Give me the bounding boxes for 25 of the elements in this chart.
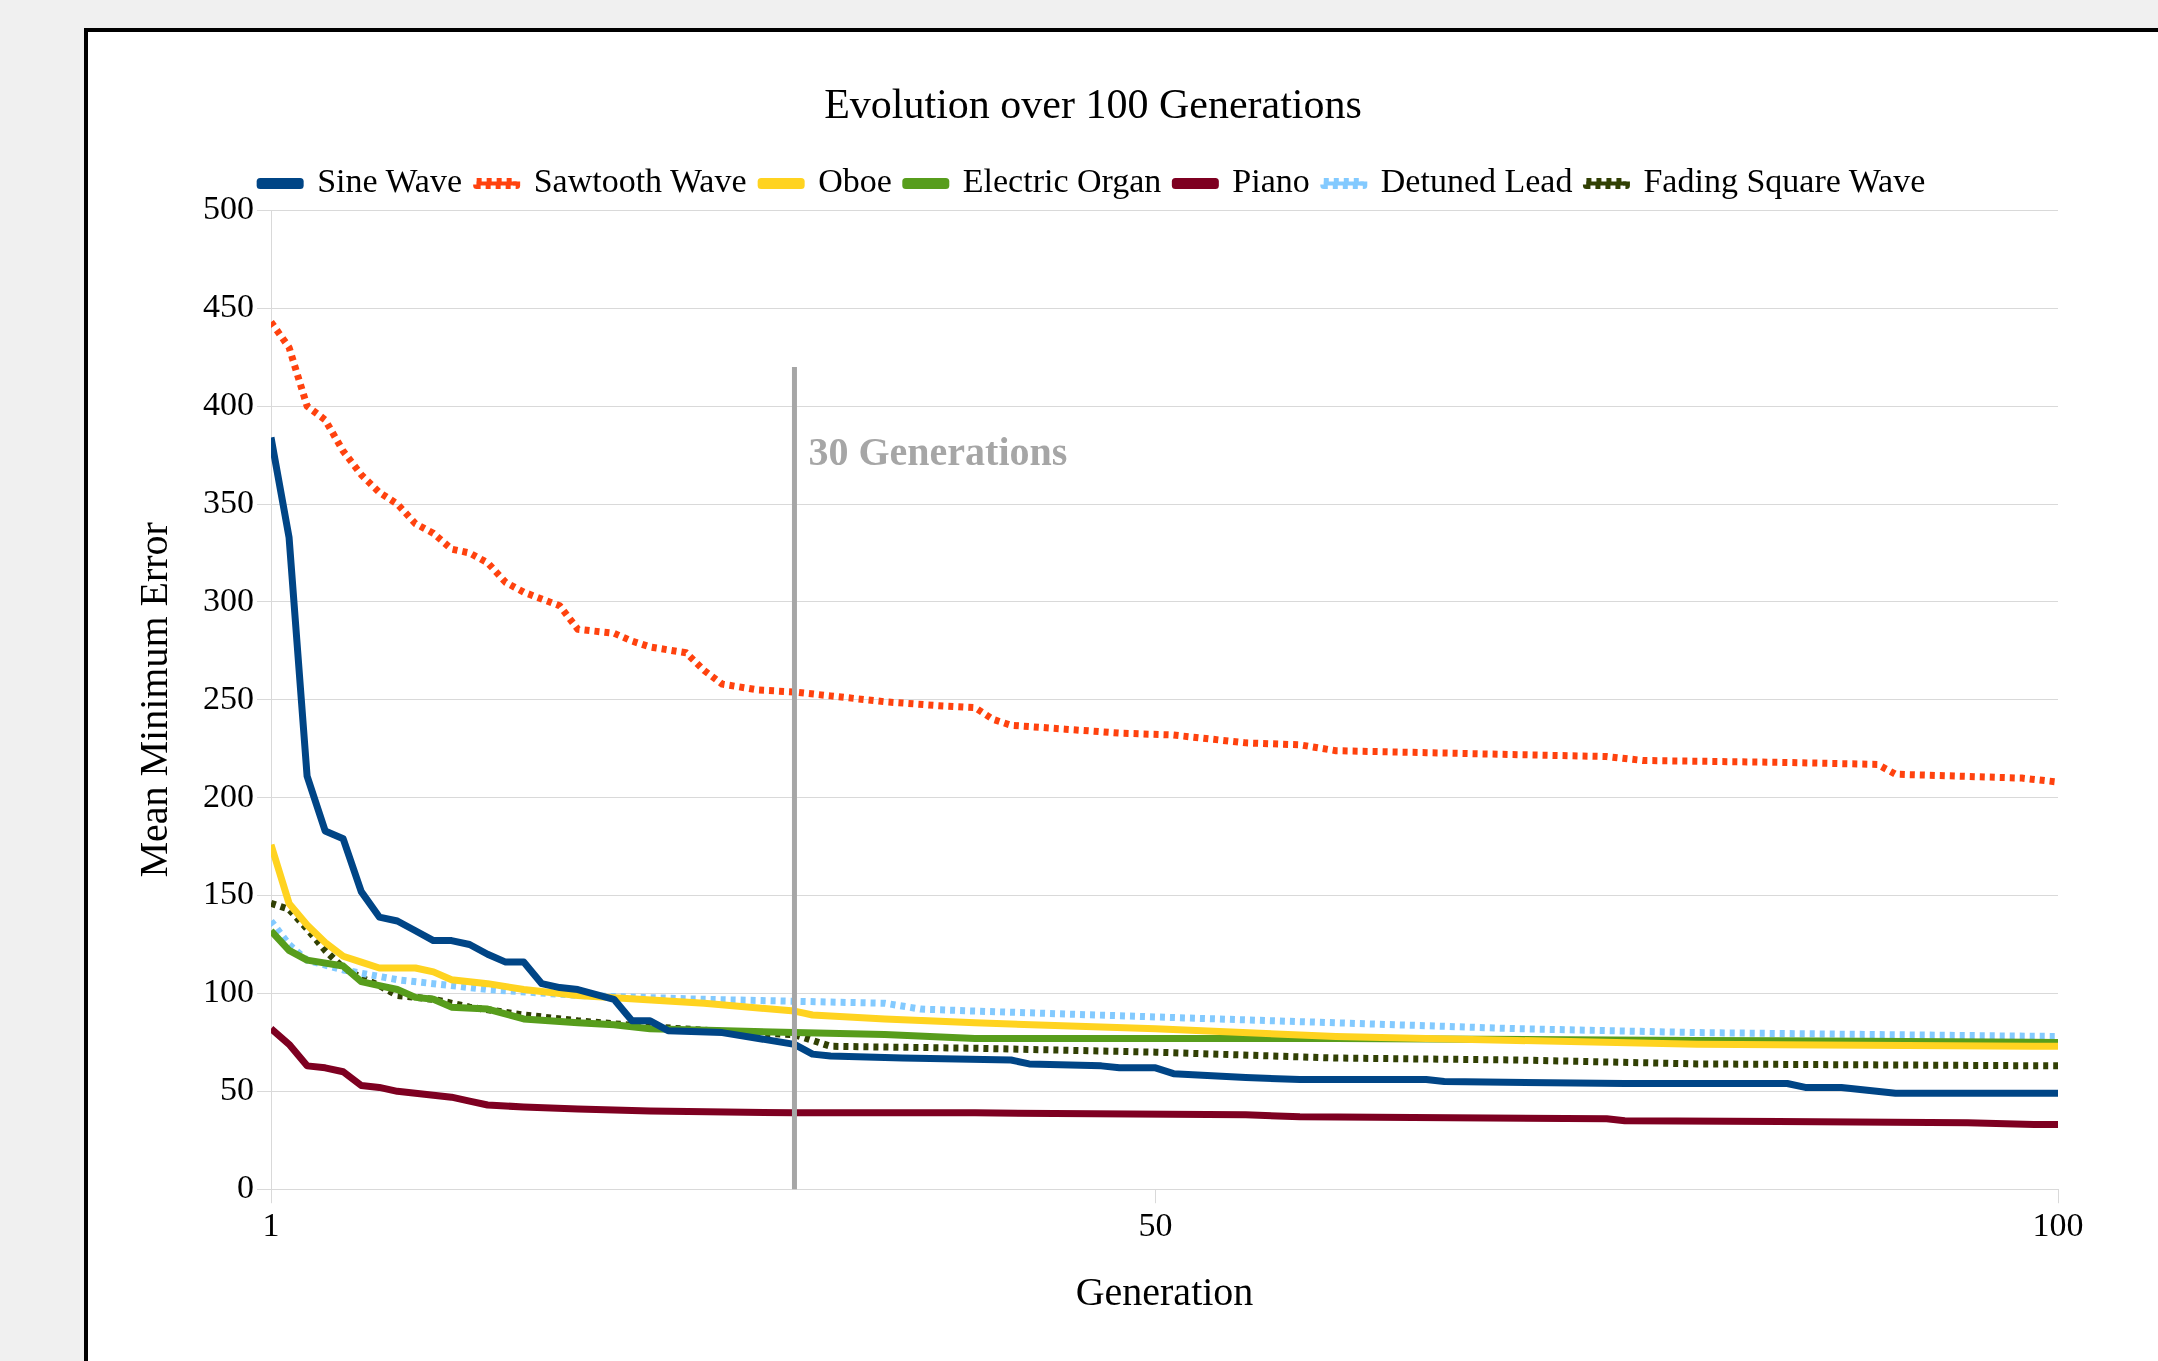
chart-title: Evolution over 100 Generations — [824, 81, 1362, 128]
y-tick-label: 450 — [203, 287, 254, 325]
y-tick-label: 400 — [203, 385, 254, 423]
y-tick-label: 200 — [203, 776, 254, 814]
legend-label: Fading Square Wave — [1643, 162, 1926, 200]
y-tick-label: 100 — [203, 972, 254, 1010]
ref-line-label: 30 Generations — [808, 429, 1068, 475]
legend-label: Sawtooth Wave — [533, 162, 747, 200]
y-tick-label: 0 — [237, 1168, 254, 1206]
y-axis-title: Mean Minimum Error — [130, 522, 176, 878]
y-tick-label: 50 — [220, 1070, 254, 1108]
y-tick-label: 250 — [203, 678, 254, 716]
x-tick-label: 50 — [1138, 1205, 1173, 1243]
legend-label: Electric Organ — [962, 162, 1162, 200]
x-tick-label: 100 — [2032, 1205, 2084, 1243]
legend-label: Oboe — [818, 162, 892, 200]
x-tick-label: 1 — [262, 1205, 280, 1243]
legend-label: Sine Wave — [317, 162, 463, 200]
y-tick-label: 300 — [203, 580, 254, 618]
y-tick-label: 350 — [203, 482, 254, 520]
legend-label: Detuned Lead — [1380, 162, 1573, 200]
y-tick-label: 150 — [203, 874, 254, 912]
x-axis-title: Generation — [1075, 1268, 1254, 1314]
legend-label: Piano — [1232, 162, 1310, 200]
y-tick-label: 500 — [203, 189, 254, 227]
